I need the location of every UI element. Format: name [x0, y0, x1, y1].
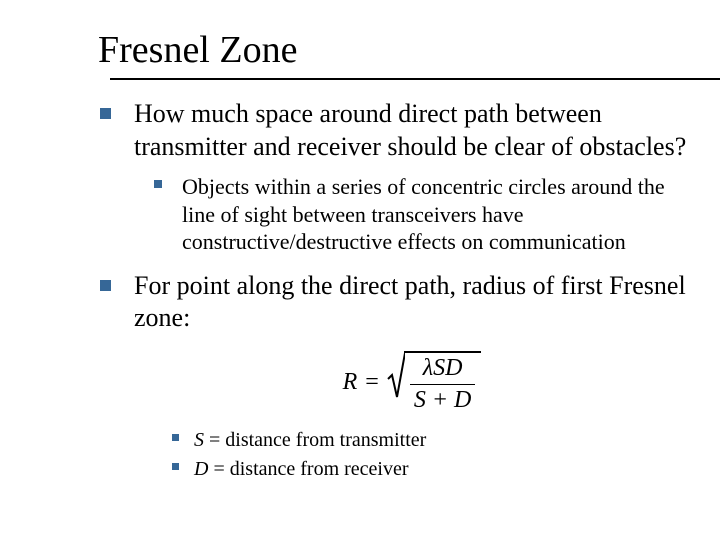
- list-item-text: D = distance from receiver: [194, 457, 690, 482]
- list-item: D = distance from receiver: [172, 457, 690, 482]
- formula-lhs: R: [343, 369, 358, 396]
- list-item: S = distance from transmitter: [172, 428, 690, 453]
- list-item: Objects within a series of concentric ci…: [154, 173, 690, 256]
- formula-block: R = λSD: [134, 351, 690, 414]
- list-item-text: How much space around direct path betwee…: [134, 98, 690, 163]
- square-bullet-icon: [100, 108, 111, 119]
- list-item-text: For point along the direct path, radius …: [134, 270, 690, 335]
- variable: D: [445, 355, 462, 381]
- square-bullet-icon: [172, 463, 179, 470]
- slide: Fresnel Zone How much space around direc…: [0, 0, 720, 540]
- square-bullet-icon: [172, 434, 179, 441]
- variable: S: [414, 387, 426, 413]
- bullet-list-lvl3: S = distance from transmitter D = distan…: [154, 428, 690, 482]
- fraction-denominator: S + D: [410, 384, 476, 414]
- slide-body: How much space around direct path betwee…: [30, 80, 690, 482]
- variable: D: [194, 458, 208, 480]
- definition-text: = distance from receiver: [208, 458, 408, 480]
- formula: R = λSD: [343, 351, 482, 414]
- fraction-numerator: λSD: [410, 355, 476, 384]
- bullet-list-lvl2: Objects within a series of concentric ci…: [134, 173, 690, 256]
- variable: S: [194, 429, 204, 451]
- variable: S: [433, 355, 445, 381]
- bullet-list-lvl2: S = distance from transmitter D = distan…: [134, 428, 690, 482]
- list-item-text: S = distance from transmitter: [194, 428, 690, 453]
- square-bullet-icon: [154, 180, 162, 188]
- operator: +: [426, 387, 454, 413]
- list-item: How much space around direct path betwee…: [100, 98, 690, 256]
- variable: λ: [423, 355, 433, 381]
- variable: D: [454, 387, 471, 413]
- equals-sign: =: [365, 369, 379, 396]
- square-root: λSD S + D: [387, 351, 482, 414]
- list-item-text: Objects within a series of concentric ci…: [182, 173, 690, 256]
- definition-text: = distance from transmitter: [204, 429, 426, 451]
- slide-title: Fresnel Zone: [98, 28, 690, 72]
- radical-icon: [387, 351, 405, 414]
- radicand: λSD S + D: [404, 351, 482, 414]
- title-block: Fresnel Zone: [30, 28, 690, 80]
- list-item: For point along the direct path, radius …: [100, 270, 690, 482]
- square-bullet-icon: [100, 280, 111, 291]
- bullet-list-lvl1: How much space around direct path betwee…: [100, 98, 690, 482]
- fraction: λSD S + D: [410, 355, 476, 414]
- list-item-placeholder: S = distance from transmitter D = distan…: [154, 428, 690, 482]
